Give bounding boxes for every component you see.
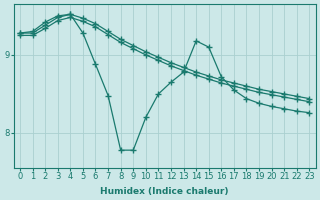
X-axis label: Humidex (Indice chaleur): Humidex (Indice chaleur) bbox=[100, 187, 229, 196]
